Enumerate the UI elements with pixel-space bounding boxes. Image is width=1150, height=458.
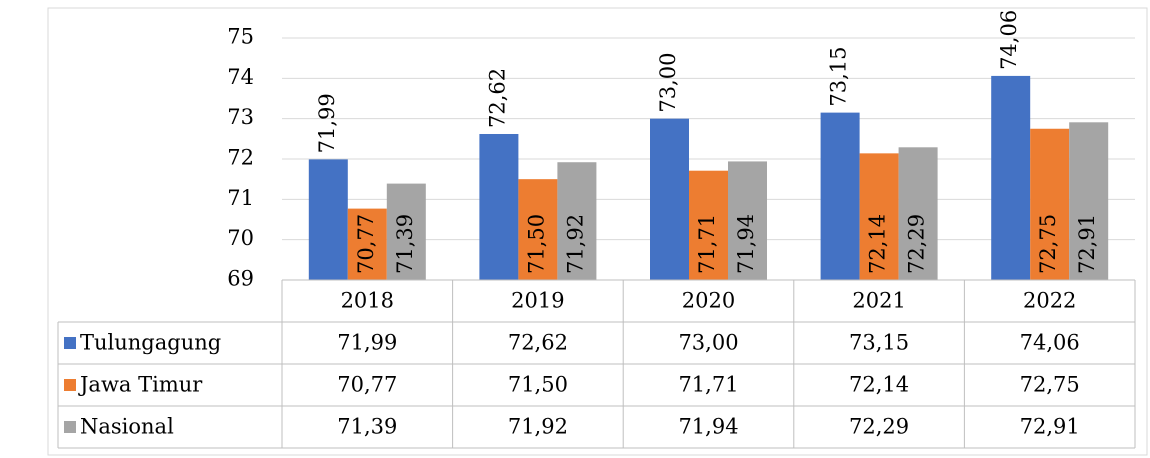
data-label: 71,94 [734,214,758,274]
legend-swatch [64,379,76,391]
data-label: 71,92 [563,214,587,274]
bar [898,147,938,280]
data-label: 74,06 [997,10,1021,70]
table-cell: 73,00 [678,331,738,355]
bar [728,161,767,280]
table-cell: 72,75 [1020,373,1080,397]
data-label: 72,75 [1036,214,1060,274]
y-tick-label: 74 [227,65,254,89]
bar [859,153,899,280]
data-label: 71,99 [315,93,339,153]
x-tick-label: 2020 [682,289,735,313]
table-cell: 72,14 [849,373,909,397]
x-tick-label: 2022 [1023,289,1076,313]
x-tick-label: 2018 [341,289,394,313]
data-label: 73,00 [656,53,680,113]
x-tick-label: 2021 [852,289,905,313]
legend-label: Tulungagung [80,331,221,355]
table-cell: 71,94 [678,415,738,439]
data-label: 70,77 [354,214,378,274]
data-label: 71,50 [524,214,548,274]
y-tick-label: 72 [227,146,254,170]
y-tick-label: 73 [227,105,254,129]
bar [347,208,387,280]
y-tick-label: 70 [227,226,254,250]
bar [518,179,558,280]
table-cell: 72,62 [508,331,568,355]
legend-label: Nasional [80,415,174,439]
table-cell: 73,15 [849,331,909,355]
data-label: 72,29 [905,214,929,274]
y-tick-label: 69 [227,267,254,291]
bar [820,112,860,280]
data-label: 73,15 [827,46,851,106]
bar [479,133,519,280]
y-tick-label: 71 [227,186,254,210]
chart-frame [47,7,1148,456]
table-cell: 71,71 [678,373,738,397]
bar [1069,122,1109,281]
bar [689,170,728,280]
data-label: 72,62 [485,68,509,128]
y-tick-label: 75 [227,25,254,49]
bar [386,183,426,280]
legend-swatch [64,421,76,433]
legend-label: Jawa Timur [78,373,203,397]
table-cell: 72,29 [849,415,909,439]
bar [557,162,597,280]
table-cell: 71,50 [508,373,568,397]
bar [308,159,348,280]
bar [1030,128,1070,280]
table-cell: 70,77 [337,373,397,397]
legend-swatch [64,337,76,349]
data-label: 72,91 [1075,214,1099,274]
bar [991,75,1031,280]
table-cell: 71,99 [337,331,397,355]
data-label: 71,39 [393,214,417,274]
table-cell: 74,06 [1020,331,1080,355]
table-cell: 71,39 [337,415,397,439]
table-cell: 72,91 [1020,415,1080,439]
data-label: 72,14 [866,214,890,274]
table-cell: 71,92 [508,415,568,439]
bar [650,118,689,281]
x-tick-label: 2019 [511,289,564,313]
data-label: 71,71 [695,214,719,274]
